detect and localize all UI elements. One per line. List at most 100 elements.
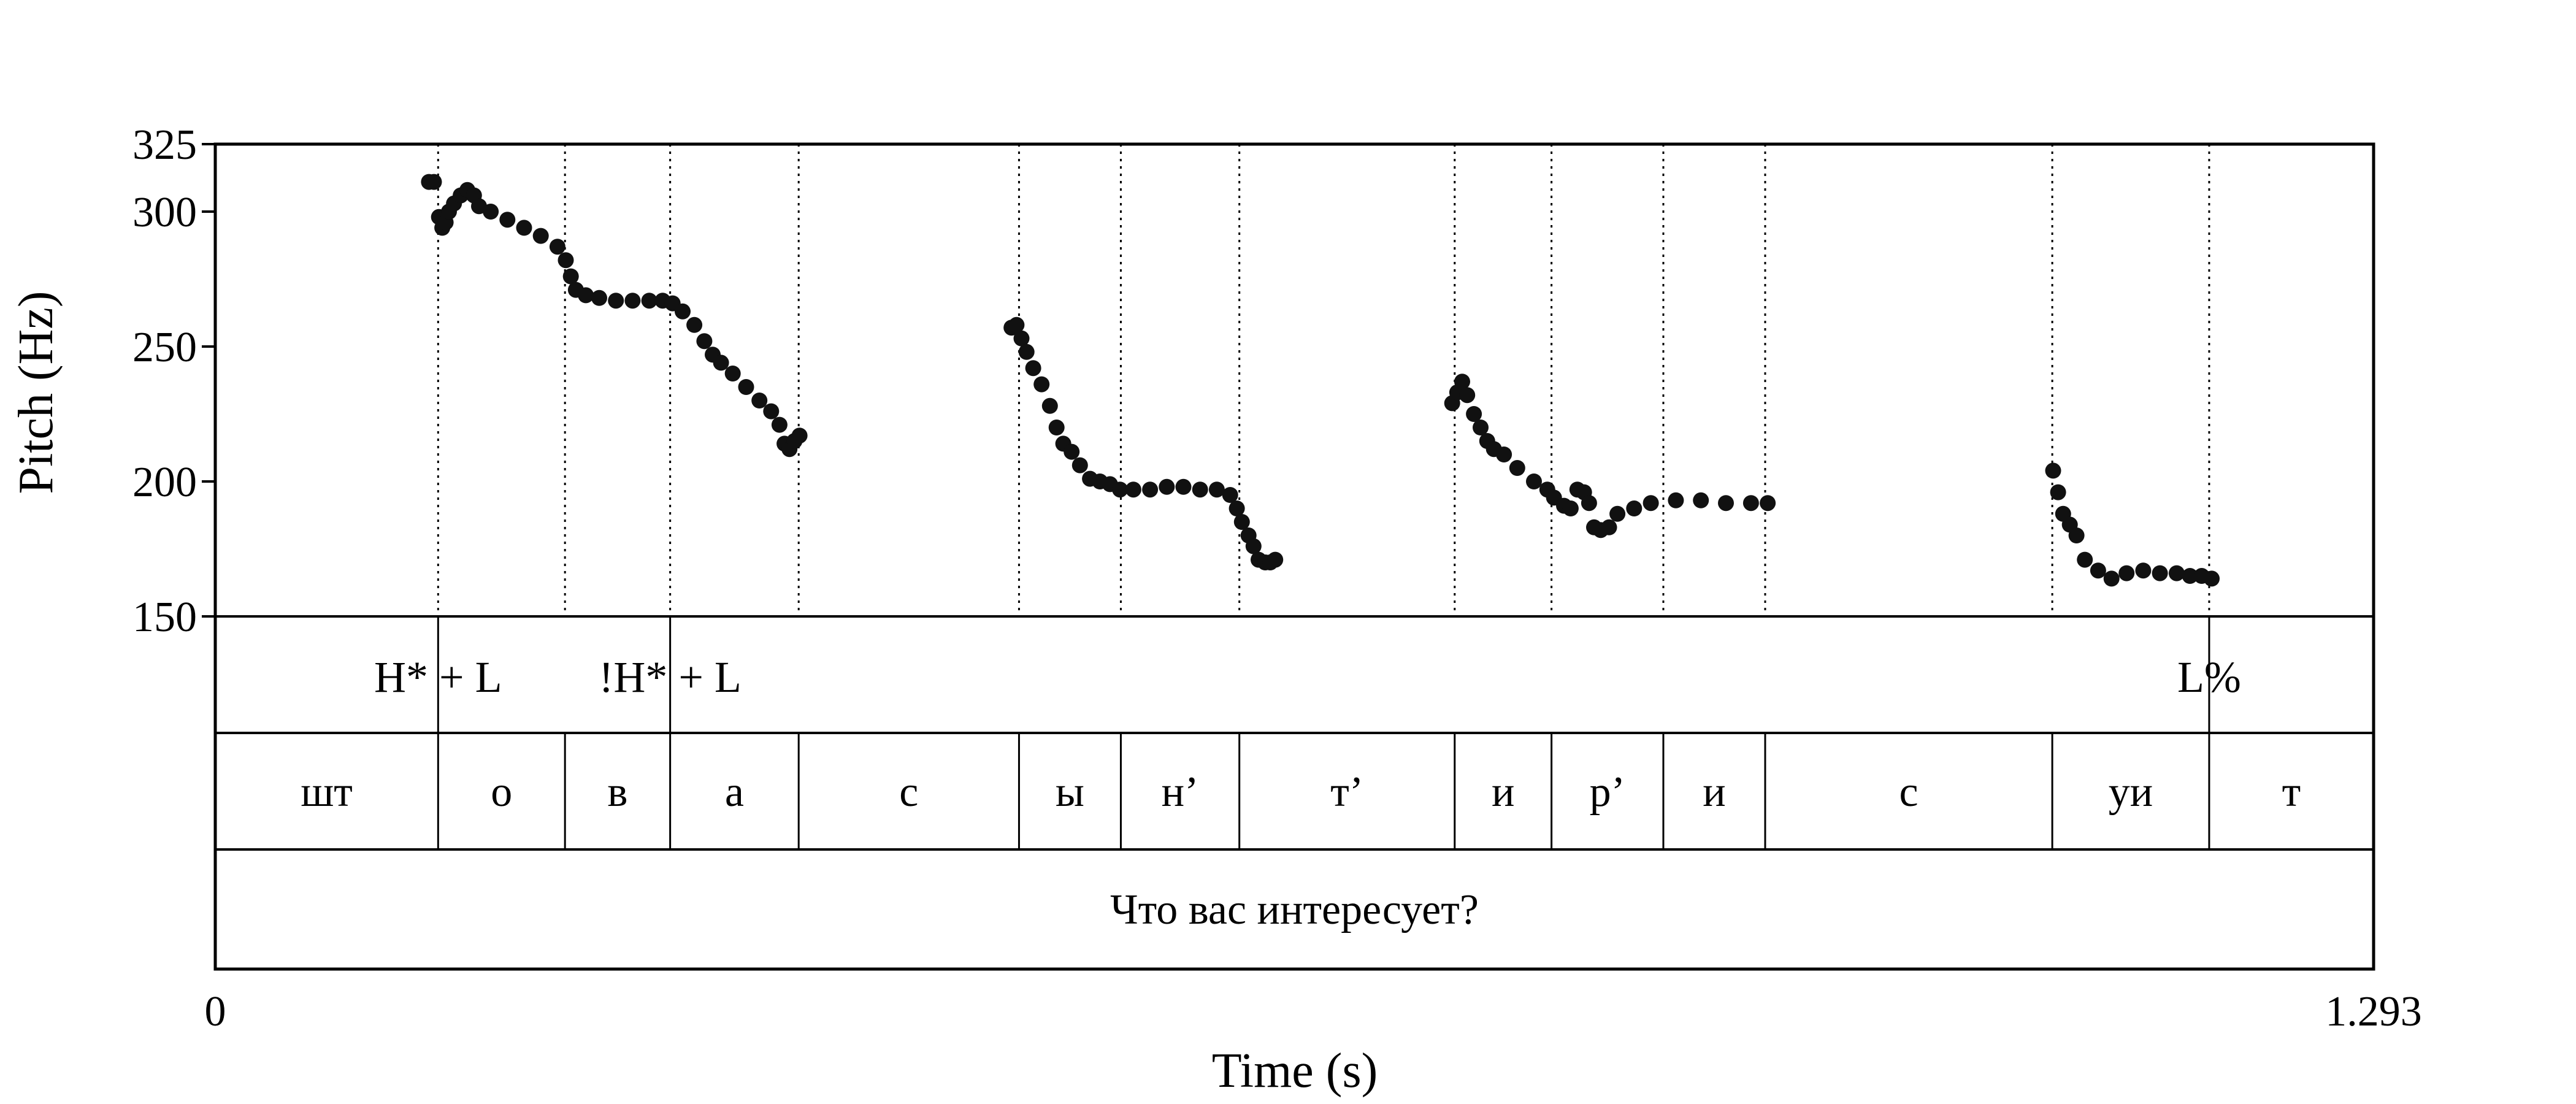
segment-label: т’ [1330, 769, 1363, 816]
annotation-tiers: H* + L !H* + L L% шт о в а с ы н’ т’ и р’ и с уи т Что ва… [301, 653, 2301, 933]
pitch-point [1718, 495, 1734, 512]
segment-label: ы [1056, 769, 1084, 816]
segment-label: уи [2109, 769, 2153, 816]
pitch-point [1222, 487, 1238, 503]
pitch-point [1245, 538, 1262, 554]
pitch-point [608, 293, 624, 309]
pitch-point [1581, 495, 1597, 512]
pitch-point [2168, 565, 2185, 581]
pitch-point [1112, 481, 1129, 498]
segment-label: в [607, 769, 627, 816]
pitch-point [686, 316, 703, 333]
pitch-point [696, 333, 713, 350]
pitch-point [1643, 495, 1659, 512]
tone-label: !H* + L [599, 653, 742, 702]
segment-label: и [1492, 769, 1514, 816]
x-axis-label: Time (s) [1212, 1044, 1378, 1098]
pitch-point [1454, 374, 1470, 390]
pitch-point [1473, 420, 1489, 435]
pitch-point [1668, 492, 1684, 508]
pitch-point [713, 355, 729, 371]
segment-label: н’ [1162, 769, 1199, 816]
pitch-point [532, 228, 549, 244]
pitch-point [1509, 460, 1525, 476]
pitch-point [675, 303, 691, 320]
pitch-point [483, 204, 499, 220]
y-axis: 150 200 250 300 325 [132, 121, 215, 641]
pitch-point [558, 252, 574, 269]
segment-label: шт [301, 769, 353, 816]
pitch-point [1013, 330, 1030, 347]
pitch-point [771, 416, 788, 433]
pitch-point [2077, 551, 2093, 568]
pitch-point [1229, 500, 1245, 516]
pitch-point [516, 220, 532, 236]
pitch-point [549, 239, 565, 255]
pitch-point [1159, 478, 1175, 495]
pitch-point [1033, 376, 1050, 393]
pitch-point [1192, 481, 1208, 498]
pitch-point [2118, 565, 2135, 581]
segment-label: и [1703, 769, 1725, 816]
y-axis-label: Pitch (Hz) [9, 291, 63, 494]
segment-boundaries [437, 144, 2210, 849]
pitch-point [426, 174, 442, 190]
sentence-label: Что вас интересует? [1110, 886, 1479, 933]
y-tick-label-300: 300 [132, 189, 197, 236]
segment-label: с [1899, 769, 1919, 816]
pitch-point [1496, 447, 1512, 462]
segment-label: а [725, 769, 744, 816]
pitch-point [624, 293, 641, 309]
pitch-point [1008, 316, 1025, 333]
segment-label: т [2282, 769, 2301, 816]
pitch-point [1760, 495, 1776, 512]
pitch-point [1267, 551, 1284, 568]
pitch-point [1064, 443, 1080, 460]
pitch-point [1071, 457, 1088, 473]
pitch-point [763, 403, 780, 420]
pitch-point [1018, 343, 1035, 360]
tone-label: L% [2177, 653, 2241, 702]
pitch-point [1048, 420, 1065, 435]
pitch-point [1609, 505, 1626, 522]
pitch-point [2204, 570, 2220, 587]
segment-label: р’ [1590, 769, 1625, 816]
pitch-contour [421, 174, 2220, 587]
chart-frame [213, 142, 2375, 971]
pitch-point [1466, 406, 1482, 422]
pitch-point [1693, 492, 1709, 508]
pitch-point [2050, 484, 2066, 500]
pitch-point [562, 268, 579, 285]
pitch-point [499, 212, 516, 228]
segment-label: с [899, 769, 918, 816]
pitch-point [2135, 562, 2152, 579]
pitch-point [1025, 360, 1041, 377]
pitch-point [2045, 462, 2061, 479]
pitch-point [578, 287, 594, 304]
segment-label: о [491, 769, 512, 816]
pitch-point [1208, 481, 1225, 498]
pitch-point [1742, 495, 1759, 512]
pitch-point [724, 366, 741, 381]
pitch-point [1459, 387, 1476, 404]
pitch-point [2068, 527, 2085, 543]
pitch-point [1175, 478, 1192, 495]
plot-border [213, 142, 2375, 971]
pitch-point [2090, 562, 2106, 579]
pitch-point [2152, 565, 2168, 581]
pitch-point [2103, 570, 2120, 587]
pitch-point [1526, 473, 1542, 489]
pitch-point [591, 289, 607, 306]
pitch-point [791, 427, 808, 444]
pitch-point [1626, 500, 1643, 516]
y-tick-label-325: 325 [132, 121, 197, 169]
pitch-point [2182, 568, 2198, 584]
pitch-point [1125, 481, 1141, 498]
y-tick-label-250: 250 [132, 324, 197, 371]
pitch-point [1142, 481, 1159, 498]
pitch-point [1041, 397, 1058, 414]
pitch-point [1233, 514, 1250, 530]
pitch-point [751, 393, 768, 408]
pitch-point [1562, 500, 1579, 516]
